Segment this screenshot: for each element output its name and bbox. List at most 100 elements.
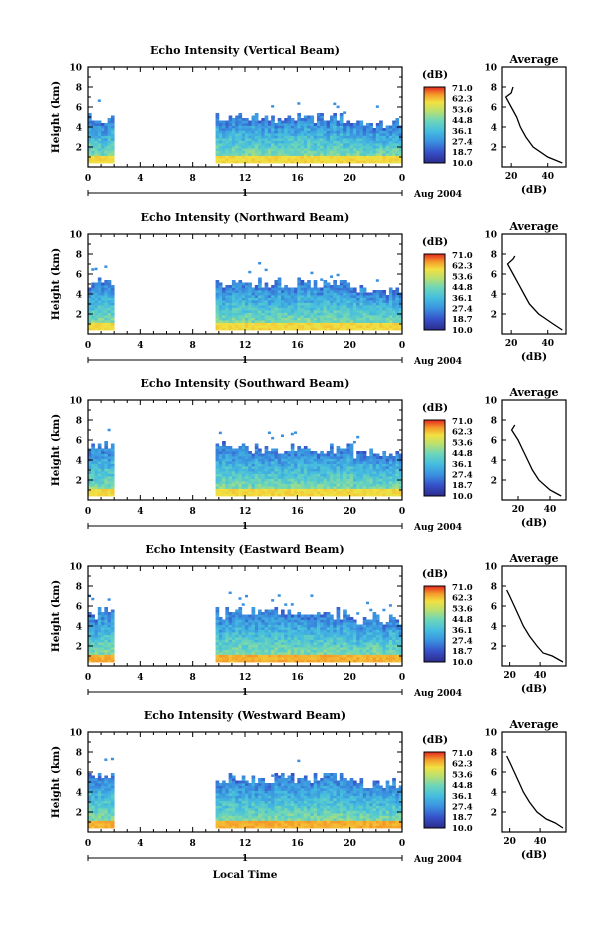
heatmap-cell [316,140,321,144]
heatmap-cell [307,317,311,321]
heatmap-cell [379,327,383,331]
heatmap-cell [320,320,324,323]
heatmap-cell [388,456,393,459]
heatmap-cell [231,327,236,331]
heatmap-cell [248,478,252,482]
heatmap-cell [274,307,279,311]
heatmap-cell [339,135,344,139]
heatmap-cell [228,627,233,630]
heatmap-cell [228,135,233,139]
heatmap-cell [369,476,373,479]
heatmap-cell [395,481,400,484]
heatmap-cell [258,128,262,131]
heatmap-cell [339,280,344,283]
heatmap-cell [261,287,266,291]
heatmap-cell [267,612,272,615]
heatmap-cell [356,659,360,663]
heatmap-cell [258,280,262,283]
heatmap-cell [388,143,393,146]
heatmap-cell [251,325,256,328]
heatmap-cell [231,649,236,653]
heatmap-cell [107,312,112,316]
heatmap-cell [235,148,239,151]
heatmap-cell [359,453,364,457]
heatmap-cell [395,143,400,146]
heatmap-cell [280,317,285,321]
heatmap-cell [267,290,272,293]
heatmap-cell [235,463,239,467]
heatmap-cell [369,320,373,323]
heatmap-cell [375,315,380,318]
heatmap-cell [369,466,373,469]
heatmap-cell [228,310,233,313]
heatmap-cell [280,609,285,613]
heatmap-cell [330,483,334,487]
heatmap-cell [101,155,105,159]
heatmap-cell [284,614,288,618]
heatmap-cell [261,629,266,633]
heatmap-cell [294,478,298,482]
heatmap-cell [267,483,272,487]
heatmap-cell [316,300,321,303]
heatmap-cell [254,118,259,121]
heatmap-cell [248,317,252,321]
heatmap-cell [261,659,266,663]
heatmap-cell [231,644,236,648]
heatmap-cell [310,617,315,620]
heatmap-cell [398,320,403,323]
heatmap-cell [349,145,354,149]
heatmap-cell [101,624,105,628]
heatmap-cell [287,458,292,462]
heatmap-cell [330,327,334,331]
heatmap-cell [238,456,243,459]
date-label: Aug 2004 [413,190,462,200]
heatmap-cell [235,632,239,635]
heatmap-cell [356,629,360,633]
heatmap-cell [323,130,328,134]
heatmap-cell [362,148,367,151]
heatmap-cell [231,476,236,479]
heatmap-cell [258,123,262,126]
heatmap-cell [101,312,105,316]
heatmap-cell [323,145,328,149]
heatmap-cell [280,135,285,139]
heatmap-cell [303,135,308,139]
heatmap-cell [88,659,92,663]
heatmap-cell [228,128,233,131]
heatmap-cell [320,647,324,650]
heatmap-cell [225,659,230,663]
heatmap-cell [274,627,279,630]
heatmap-cell [222,300,226,303]
heatmap-cell [91,285,95,288]
heatmap-cell [356,493,360,497]
heatmap-cell [359,652,364,655]
heatmap-cell [248,307,252,311]
heatmap-cell [241,317,246,321]
heatmap-cell [307,300,311,303]
heatmap-cell [218,322,223,326]
heatmap-cell [104,647,109,650]
heatmap-cell [375,105,379,108]
heatmap-cell [359,305,364,308]
heatmap-cell [228,448,233,452]
heatmap-cell [238,135,243,139]
heatmap-cell [284,659,288,663]
heatmap-cell [294,125,298,129]
heatmap-cell [88,637,92,640]
heatmap-cell [333,322,337,326]
heatmap-cell [254,133,259,136]
heatmap-cell [110,463,115,467]
heatmap-cell [235,466,239,469]
heatmap-cell [362,292,367,296]
heatmap-cell [290,143,295,146]
heatmap-cell [336,155,341,159]
heatmap-cell [310,305,315,308]
heatmap-cell [277,471,282,474]
heatmap-cell [261,627,266,630]
heatmap-cell [280,627,285,630]
heatmap-cell [271,160,275,164]
heatmap-cell [284,148,288,151]
heatmap-cell [330,624,334,628]
heatmap-cell [392,120,396,124]
heatmap-cell [104,315,109,318]
